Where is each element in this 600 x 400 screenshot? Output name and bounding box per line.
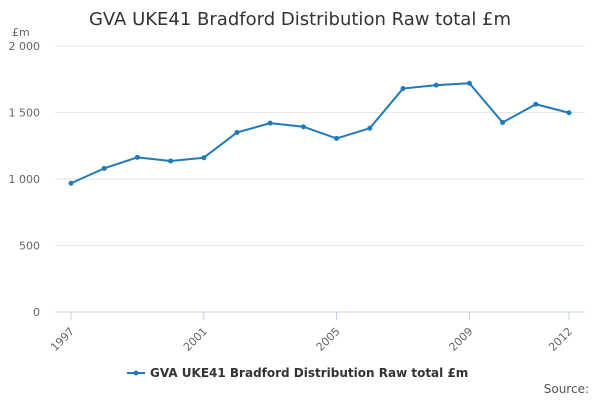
data-point[interactable] — [400, 86, 406, 92]
data-point[interactable] — [433, 82, 439, 88]
y-axis-ticks: 0 500 1 000 1 500 2 000 — [9, 40, 41, 319]
data-point[interactable] — [234, 129, 240, 135]
data-point[interactable] — [168, 158, 174, 164]
legend-label: GVA UKE41 Bradford Distribution Raw tota… — [150, 366, 468, 380]
y-tick-label: 2 000 — [9, 40, 41, 53]
data-point[interactable] — [533, 101, 539, 107]
data-point[interactable] — [68, 180, 74, 186]
data-point[interactable] — [134, 154, 140, 160]
chart-title: GVA UKE41 Bradford Distribution Raw tota… — [89, 9, 511, 30]
data-point[interactable] — [466, 80, 472, 86]
data-point[interactable] — [334, 135, 340, 141]
data-point[interactable] — [101, 165, 107, 171]
data-point[interactable] — [267, 120, 273, 126]
x-tick-label: 2001 — [181, 325, 210, 354]
data-point[interactable] — [566, 110, 572, 116]
y-tick-label: 500 — [19, 240, 40, 253]
gridlines — [55, 45, 585, 246]
x-tick-label: 1997 — [48, 325, 77, 354]
data-point[interactable] — [500, 119, 506, 125]
x-tick-label: 2005 — [314, 325, 343, 354]
data-point[interactable] — [367, 125, 373, 131]
plot-area — [68, 80, 572, 186]
x-tick-label: 2012 — [546, 325, 575, 354]
series-line — [70, 82, 570, 185]
legend-marker — [133, 370, 139, 376]
y-axis-unit-label: £m — [12, 26, 30, 39]
x-tick-label: 2009 — [447, 325, 476, 354]
data-point[interactable] — [201, 155, 207, 161]
y-tick-label: 0 — [33, 306, 40, 319]
y-tick-label: 1 500 — [9, 107, 41, 120]
y-tick-label: 1 000 — [9, 173, 41, 186]
legend[interactable]: GVA UKE41 Bradford Distribution Raw tota… — [127, 366, 468, 380]
data-point[interactable] — [300, 124, 306, 130]
x-axis-ticks: 1997 2001 2005 2009 2012 — [48, 312, 575, 354]
source-label[interactable]: Source: — [544, 382, 589, 396]
